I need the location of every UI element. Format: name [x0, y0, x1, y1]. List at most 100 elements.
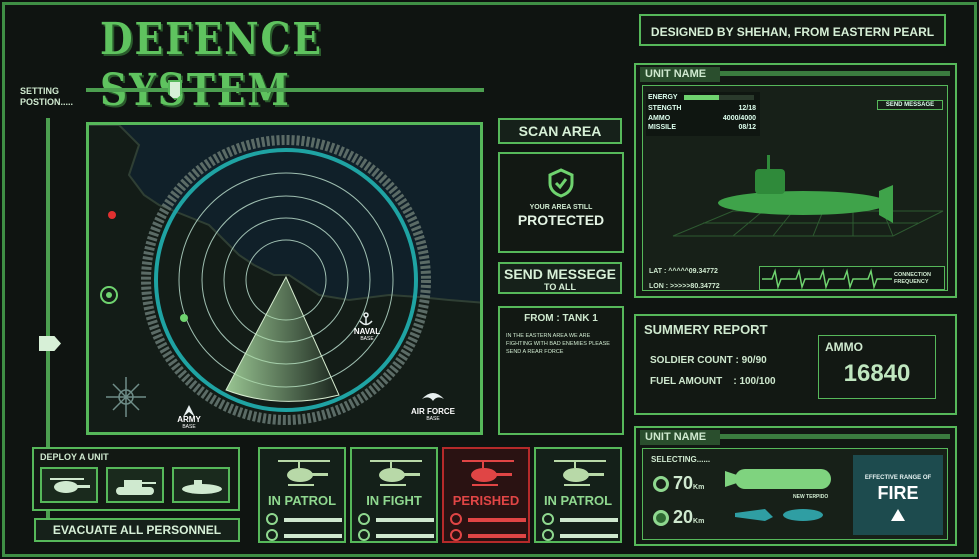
latitude-readout: LAT : ^^^^^09.34772 [649, 268, 718, 275]
energy-bar-fill [684, 95, 719, 100]
missile-value: 08/12 [738, 124, 756, 131]
unit-status-card[interactable]: PERISHED [442, 447, 530, 543]
unit-name-label: UNIT NAME [645, 68, 707, 80]
message-from: FROM : TANK 1 [524, 313, 598, 324]
ammo-icon [358, 529, 370, 541]
air-force-base-label: AIR FORCE BASE [401, 407, 465, 422]
connection-label: CONNECTION [894, 272, 931, 278]
unit-status-label: PERISHED [452, 493, 520, 508]
unit-send-message-button[interactable]: SEND MESSAGE [877, 100, 943, 110]
signal-wave-icon [762, 268, 892, 290]
deploy-helicopter-button[interactable] [40, 467, 98, 503]
range1-value: 70 [673, 473, 694, 493]
radar-svg [89, 125, 480, 432]
status-protected: PROTECTED [517, 212, 605, 228]
ammo-line [560, 534, 618, 538]
energy-bar [684, 95, 754, 100]
air-force-wings-icon [422, 393, 444, 401]
submarine-tail [879, 185, 893, 223]
scan-area-button[interactable]: SCAN AREA [498, 118, 622, 144]
naval-sub-label: BASE [360, 336, 374, 342]
torpedo-icons[interactable] [725, 453, 845, 533]
strength-label: STENGTH [648, 105, 682, 112]
vertical-slider-track[interactable] [46, 118, 50, 536]
status-caption: YOUR AREA STILL [529, 204, 593, 211]
ammo-icon [266, 529, 278, 541]
horizontal-slider-track[interactable] [86, 88, 484, 92]
radar-outer-ring [141, 135, 431, 425]
fire-range-caption: EFFECTIVE RANGE OF [864, 475, 932, 481]
coastline [89, 125, 480, 304]
naval-anchor-icon [359, 312, 373, 326]
ammo-value: 4000/4000 [722, 115, 756, 122]
strength-value: 12/18 [738, 105, 756, 112]
submarine-tower [755, 169, 785, 194]
energy-icon [266, 513, 278, 525]
unit-status-card[interactable]: IN FIGHT [350, 447, 438, 543]
enemy-dot[interactable] [108, 211, 116, 219]
radar-sweep [225, 275, 340, 402]
selecting-label: SELECTING...... [651, 455, 711, 464]
fire-range-panel[interactable]: EFFECTIVE RANGE OF FIRE [853, 455, 943, 535]
ammo-line [376, 534, 434, 538]
compass-icon [106, 377, 146, 417]
ammo-line [468, 534, 526, 538]
target-icon-ring[interactable] [100, 286, 118, 304]
naval-base-label: NAVAL BASE [347, 327, 387, 342]
unit-tab-strip [720, 71, 950, 76]
radar-map[interactable]: NAVAL BASE ARMY BASE AIR FORCE BASE [86, 122, 483, 435]
evacuate-button[interactable]: EVACUATE ALL PERSONNEL [34, 518, 240, 542]
energy-label: ENERGY [648, 94, 678, 101]
scan-area-label: SCAN AREA [518, 123, 602, 139]
missile-label: MISSILE [648, 124, 677, 131]
torpedo-label: NEW TERPIDO [793, 494, 829, 500]
range2-unit: Km [693, 518, 705, 525]
deploy-submarine-button[interactable] [172, 467, 230, 503]
unit2-tab-strip [720, 434, 950, 439]
ammo-total-value: 16840 [843, 360, 911, 387]
unit-viewport: ENERGY STENGTH 12/18 AMMO 4000/4000 MISS… [642, 85, 948, 291]
unit-panel-top: UNIT NAME ENERGY STENGTH 12/18 AMMO 4000… [634, 63, 957, 298]
range2-value: 20 [673, 507, 694, 527]
setting-label: SETTING POSTION..... [20, 86, 73, 108]
credit-text: DESIGNED BY SHEHAN, FROM EASTERN PEARL [650, 25, 935, 39]
unit-status-card[interactable]: IN PATROL [258, 447, 346, 543]
army-base-label: ARMY BASE [168, 415, 210, 430]
summary-title: SUMMERY REPORT [644, 322, 768, 337]
unit-status-label: IN PATROL [543, 493, 613, 508]
send-message-button[interactable]: SEND MESSEGE TO ALL [498, 262, 622, 294]
setting-label-line2: POSTION..... [20, 97, 74, 107]
army-icon [183, 405, 195, 417]
unit2-name-tab: UNIT NAME [640, 430, 720, 445]
submarine-hologram [672, 155, 944, 237]
submarine-icon [182, 480, 222, 494]
ammo-total-label: AMMO [825, 340, 863, 354]
deploy-label: DEPLOY A UNIT [40, 452, 109, 462]
helicopter-icon [462, 460, 514, 486]
tank-icon [116, 480, 156, 495]
army-label: ARMY [177, 415, 201, 424]
deploy-panel: DEPLOY A UNIT [32, 447, 240, 511]
friendly-dot[interactable] [180, 314, 188, 322]
protection-status-panel: YOUR AREA STILL PROTECTED [498, 152, 624, 253]
credit-banner: DESIGNED BY SHEHAN, FROM EASTERN PEARL [639, 14, 946, 46]
connection-frequency-meter: CONNECTION FREQUENCY [759, 266, 945, 290]
message-panel: FROM : TANK 1 IN THE EASTERN AREA WE ARE… [498, 306, 624, 435]
unit-status-label: IN PATROL [267, 493, 337, 508]
target-icon-core [106, 292, 112, 298]
helicopter-icon [278, 460, 330, 486]
submarine-periscope [767, 155, 770, 169]
unit-status-card[interactable]: IN PATROL [534, 447, 622, 543]
unit-name-tab: UNIT NAME [640, 67, 720, 82]
ammo-total-box: AMMO 16840 [818, 335, 936, 399]
vertical-slider-handle[interactable] [39, 336, 61, 351]
deploy-tank-button[interactable] [106, 467, 164, 503]
page-title: DEFENCE SYSTEM [100, 14, 323, 116]
horizontal-slider-handle[interactable] [168, 80, 182, 100]
radiation-icon[interactable] [653, 476, 669, 492]
shield-check-icon [548, 168, 574, 198]
energy-line [284, 518, 342, 522]
energy-line [468, 518, 526, 522]
target-icon[interactable] [653, 510, 669, 526]
air-force-label: AIR FORCE [411, 407, 455, 416]
